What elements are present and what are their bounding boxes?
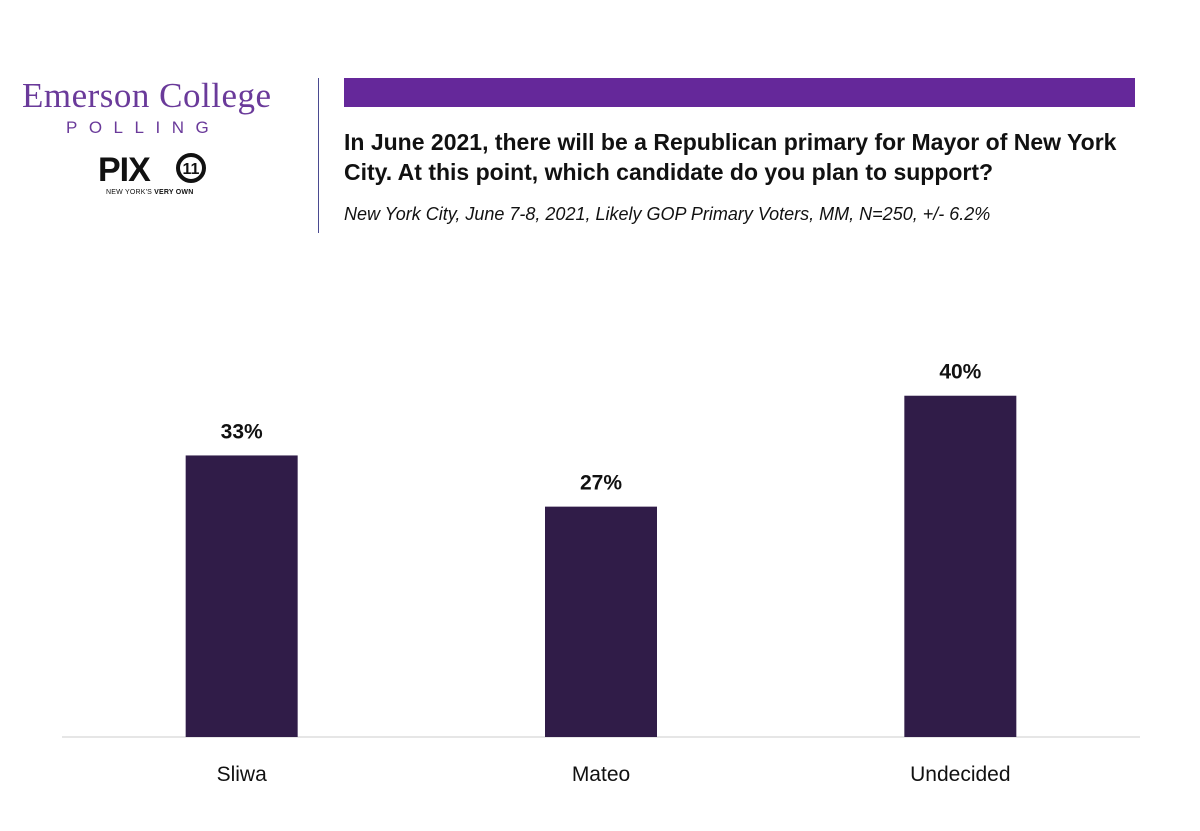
category-label-undecided: Undecided xyxy=(910,763,1010,786)
logo-subtitle: POLLING xyxy=(66,118,221,137)
pix-wordmark: PIX xyxy=(98,151,151,189)
data-label-sliwa: 33% xyxy=(221,420,263,443)
category-label-sliwa: Sliwa xyxy=(217,763,268,786)
header-divider xyxy=(318,78,319,233)
category-label-mateo: Mateo xyxy=(572,763,630,786)
poll-question: In June 2021, there will be a Republican… xyxy=(344,129,1117,185)
pix-eleven-icon: 11 xyxy=(176,153,206,183)
bar-sliwa xyxy=(185,455,298,737)
header-accent-bar xyxy=(344,78,1135,107)
poll-methodology: New York City, June 7-8, 2021, Likely GO… xyxy=(344,204,991,224)
logo-title: Emerson College xyxy=(22,76,272,115)
data-label-undecided: 40% xyxy=(939,361,981,384)
pix-number: 11 xyxy=(183,161,200,178)
pix11-logo: PIX 11 NEW YORK'S VERY OWN xyxy=(96,152,216,200)
pix-tagline: NEW YORK'S VERY OWN xyxy=(106,189,194,196)
bar-undecided xyxy=(904,395,1017,737)
data-label-mateo: 27% xyxy=(580,472,622,495)
bar-mateo xyxy=(545,506,657,737)
